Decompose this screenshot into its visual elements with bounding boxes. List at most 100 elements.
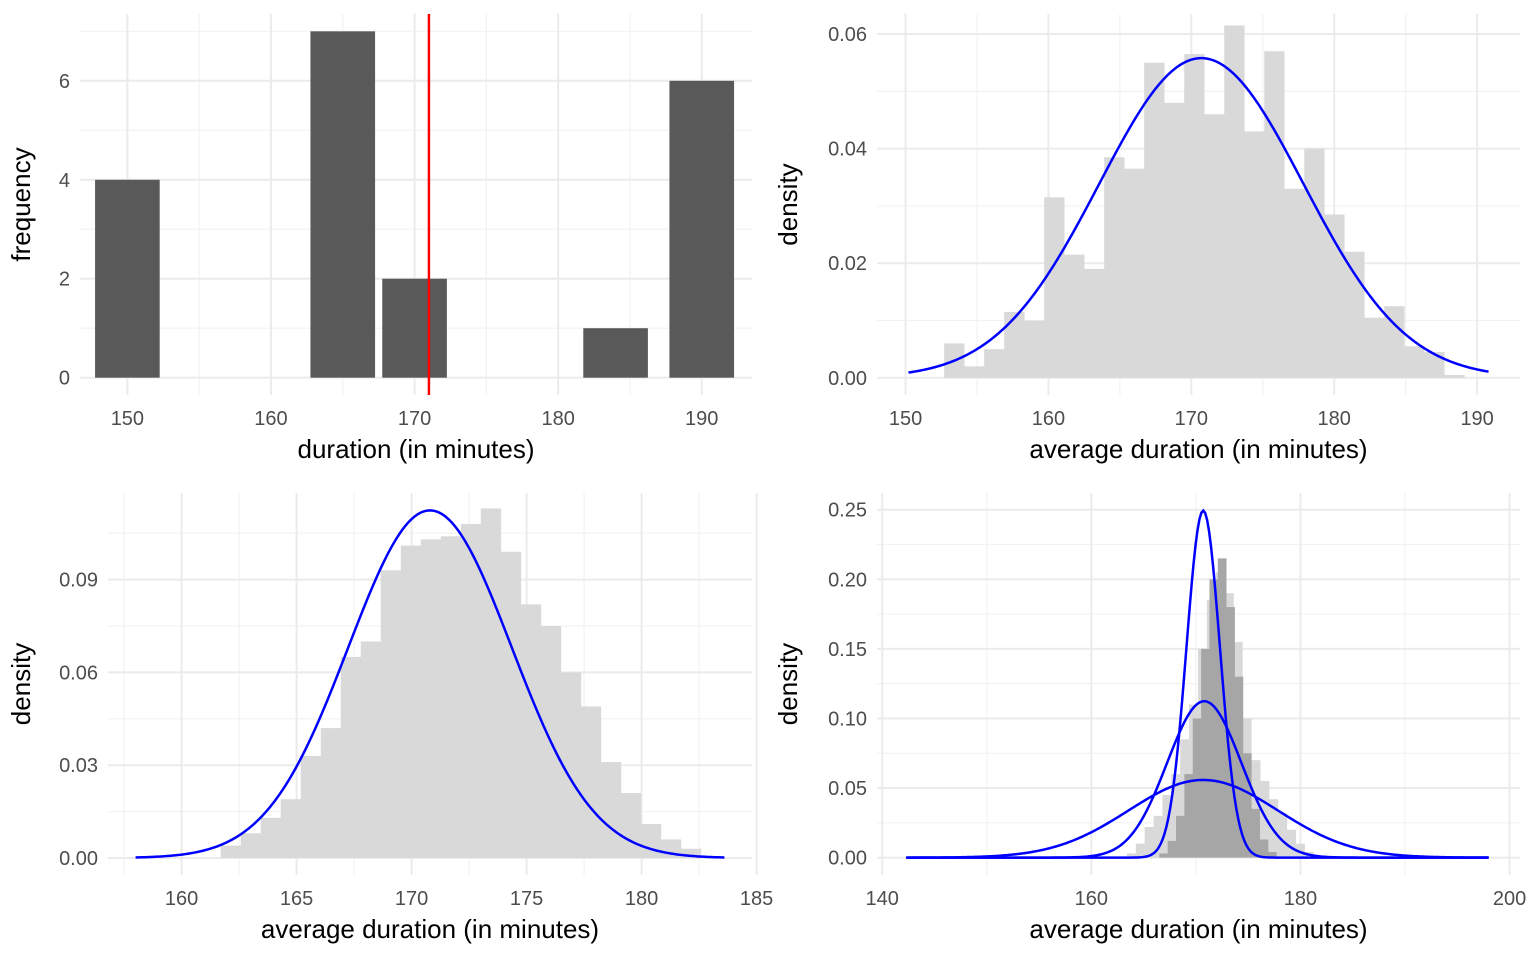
histogram-bin-8 bbox=[380, 570, 402, 858]
x-tick-label: 170 bbox=[398, 408, 431, 430]
histogram-bin-20 bbox=[1344, 251, 1365, 378]
histogram-dark-bin-2 bbox=[1176, 815, 1185, 858]
x-tick-label: 190 bbox=[685, 408, 718, 430]
data-marks bbox=[135, 508, 725, 859]
histogram-bin-12 bbox=[1184, 54, 1205, 378]
x-tick-label: 180 bbox=[1318, 408, 1351, 430]
x-tick-label: 190 bbox=[1460, 408, 1493, 430]
histogram-dark-bin-1 bbox=[1167, 840, 1177, 858]
x-tick-label: 200 bbox=[1493, 888, 1526, 910]
data-marks bbox=[908, 25, 1489, 378]
x-tick-label: 160 bbox=[1032, 408, 1065, 430]
histogram-dark-bin-0 bbox=[1159, 853, 1168, 858]
bar-2 bbox=[382, 278, 447, 378]
histogram-bin-17 bbox=[1284, 188, 1305, 378]
y-tick-label: 0.03 bbox=[59, 755, 98, 777]
histogram-bin-6 bbox=[1064, 254, 1085, 378]
histogram-bin-11 bbox=[440, 536, 462, 858]
histogram-dark-bin-7 bbox=[1217, 558, 1227, 858]
histogram-bin-14 bbox=[1224, 25, 1245, 378]
x-axis-title: average duration (in minutes) bbox=[261, 914, 599, 944]
histogram-bin-12 bbox=[460, 523, 482, 858]
y-axis-title: frequency bbox=[6, 147, 36, 261]
histogram-bin-2 bbox=[260, 817, 282, 858]
histogram-light-bin-17 bbox=[1277, 813, 1288, 858]
histogram-bin-4 bbox=[300, 755, 322, 858]
histogram-bin-8 bbox=[1104, 157, 1125, 378]
histogram-bin-9 bbox=[400, 545, 422, 858]
panel-p3: 160 165 170 175 180 185 0.00 0.03 0.06 0.09 averag… bbox=[6, 493, 773, 944]
y-tick-label: 0.06 bbox=[828, 24, 867, 46]
histogram-dark-bin-3 bbox=[1184, 774, 1194, 858]
y-axis-title: density bbox=[773, 643, 803, 725]
histogram-bin-18 bbox=[580, 706, 602, 858]
x-tick-label: 165 bbox=[280, 888, 313, 910]
y-tick-label: 0.00 bbox=[828, 368, 867, 390]
histogram-dark-bin-10 bbox=[1242, 753, 1252, 858]
histogram-bin-25 bbox=[1444, 374, 1465, 378]
histogram-light-bin-2 bbox=[1144, 826, 1154, 858]
histogram-dark-bin-13 bbox=[1268, 852, 1277, 858]
panel-p4: 140 160 180 200 0.00 0.05 0.10 0.15 0.20 0.25 aver… bbox=[773, 493, 1526, 944]
histogram-bin-9 bbox=[1124, 168, 1145, 378]
histogram-dark-bin-4 bbox=[1192, 718, 1202, 858]
y-tick-label: 0.02 bbox=[828, 253, 867, 275]
data-marks bbox=[906, 508, 1489, 859]
histogram-bin-10 bbox=[420, 539, 442, 858]
histogram-bin-4 bbox=[1024, 320, 1045, 378]
histogram-dark-bin-9 bbox=[1234, 676, 1244, 858]
histogram-bin-5 bbox=[1044, 197, 1065, 378]
y-tick-label: 4 bbox=[59, 170, 70, 192]
y-tick-label: 2 bbox=[59, 269, 70, 291]
x-tick-label: 150 bbox=[111, 408, 144, 430]
histogram-bin-16 bbox=[1264, 51, 1285, 378]
data-marks bbox=[95, 14, 735, 395]
y-tick-label: 0.10 bbox=[828, 708, 867, 730]
histogram-dark-bin-6 bbox=[1209, 579, 1219, 858]
panel-p1: 150 160 170 180 190 0 2 4 6 duration (in minutes)… bbox=[6, 14, 752, 464]
bar-0 bbox=[95, 179, 160, 378]
normal-curve-2 bbox=[906, 508, 1489, 859]
bar-3 bbox=[583, 328, 648, 378]
x-tick-label: 170 bbox=[1175, 408, 1208, 430]
x-tick-label: 140 bbox=[866, 888, 899, 910]
histogram-bin-18 bbox=[1304, 148, 1325, 378]
histogram-bin-15 bbox=[520, 604, 542, 858]
x-axis-title: average duration (in minutes) bbox=[1029, 914, 1367, 944]
x-axis-title: average duration (in minutes) bbox=[1029, 434, 1367, 464]
histogram-bin-11 bbox=[1164, 102, 1185, 378]
bar-1 bbox=[310, 31, 376, 378]
histogram-light-bin-3 bbox=[1153, 815, 1163, 858]
normal-curve-0 bbox=[135, 509, 725, 859]
y-tick-label: 0.25 bbox=[828, 500, 867, 522]
y-tick-label: 0.20 bbox=[828, 569, 867, 591]
y-tick-label: 0.00 bbox=[828, 848, 867, 870]
y-tick-label: 0.06 bbox=[59, 662, 98, 684]
y-tick-label: 0.09 bbox=[59, 570, 98, 592]
histogram-bin-13 bbox=[480, 508, 502, 858]
histogram-bin-10 bbox=[1144, 62, 1165, 378]
histogram-bin-2 bbox=[984, 349, 1005, 378]
normal-curve-0 bbox=[906, 778, 1489, 859]
x-tick-label: 160 bbox=[1075, 888, 1108, 910]
histogram-bin-19 bbox=[600, 762, 622, 858]
histogram-bin-7 bbox=[360, 641, 382, 858]
y-tick-label: 0.15 bbox=[828, 639, 867, 661]
x-tick-label: 160 bbox=[165, 888, 198, 910]
histogram-bin-15 bbox=[1244, 131, 1265, 378]
histogram-bin-13 bbox=[1204, 114, 1225, 378]
histogram-light-bin-18 bbox=[1286, 829, 1297, 858]
y-tick-label: 0.05 bbox=[828, 778, 867, 800]
histogram-bin-3 bbox=[280, 799, 302, 858]
histogram-bin-7 bbox=[1084, 268, 1105, 378]
histogram-bin-6 bbox=[340, 656, 362, 858]
histogram-bin-17 bbox=[560, 672, 582, 858]
x-tick-label: 180 bbox=[541, 408, 574, 430]
histogram-light-bin-15 bbox=[1260, 781, 1270, 858]
histogram-bin-0 bbox=[220, 845, 242, 858]
x-axis-title: duration (in minutes) bbox=[298, 434, 535, 464]
histogram-bin-5 bbox=[320, 728, 342, 858]
histogram-dark-bin-11 bbox=[1251, 808, 1260, 858]
histogram-dark-bin-5 bbox=[1201, 648, 1210, 858]
histogram-bin-20 bbox=[620, 793, 642, 858]
